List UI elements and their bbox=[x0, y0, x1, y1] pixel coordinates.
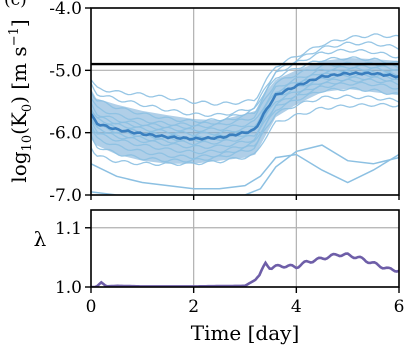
panel-title-partial: (c) bbox=[4, 0, 27, 10]
top-axes-frame bbox=[90, 7, 400, 196]
bottom-x-tick-label: 6 bbox=[394, 297, 405, 317]
ensemble-member-line bbox=[91, 78, 399, 149]
top-plot-area bbox=[91, 33, 399, 195]
ensemble-outlier-line bbox=[91, 153, 399, 190]
bottom-x-tick-label: 0 bbox=[86, 297, 97, 317]
top-y-tick-label: -5.0 bbox=[49, 61, 82, 81]
ensemble-member-line bbox=[91, 33, 399, 106]
x-axis-label: Time [day] bbox=[191, 321, 300, 345]
ensemble-member-line bbox=[91, 94, 399, 163]
top-y-tick-label: -4.0 bbox=[49, 0, 82, 19]
ensemble-member-line bbox=[91, 87, 399, 160]
bottom-y-tick-label: 1.0 bbox=[55, 278, 82, 298]
bottom-y-axis-label: λ bbox=[34, 227, 47, 251]
bottom-panel: 1.1 1.0 0 2 4 6 λ Time [day] bbox=[34, 209, 405, 345]
ensemble-member-line bbox=[91, 41, 399, 118]
bottom-y-ticks: 1.1 1.0 bbox=[55, 219, 91, 298]
ensemble-member-line bbox=[91, 64, 399, 133]
bottom-x-tick-label: 4 bbox=[291, 297, 302, 317]
top-panel: -4.0 -5.0 -6.0 -7.0 log10(K0) [m s−1] bbox=[7, 0, 400, 206]
top-y-tick-label: -7.0 bbox=[49, 186, 82, 206]
ensemble-outlier-line bbox=[91, 144, 399, 195]
ensemble-mean-line bbox=[91, 71, 399, 141]
bottom-x-ticks: 0 2 4 6 bbox=[86, 287, 405, 317]
top-x-ticks bbox=[90, 195, 400, 200]
bottom-axes-frame bbox=[90, 209, 400, 288]
bottom-x-tick-label: 2 bbox=[188, 297, 199, 317]
ensemble-member-line bbox=[91, 56, 399, 127]
top-y-tick-label: -6.0 bbox=[49, 124, 82, 144]
ensemble-member-line bbox=[91, 66, 399, 137]
bottom-plot-area bbox=[91, 252, 399, 287]
bottom-y-tick-label: 1.1 bbox=[55, 219, 82, 239]
top-y-axis-label: log10(K0) [m s−1] bbox=[7, 19, 35, 182]
top-y-ticks: -4.0 -5.0 -6.0 -7.0 bbox=[49, 0, 91, 206]
ensemble-member-line bbox=[91, 102, 399, 166]
lambda-series-line bbox=[91, 252, 399, 287]
bottom-gridlines bbox=[90, 210, 400, 288]
